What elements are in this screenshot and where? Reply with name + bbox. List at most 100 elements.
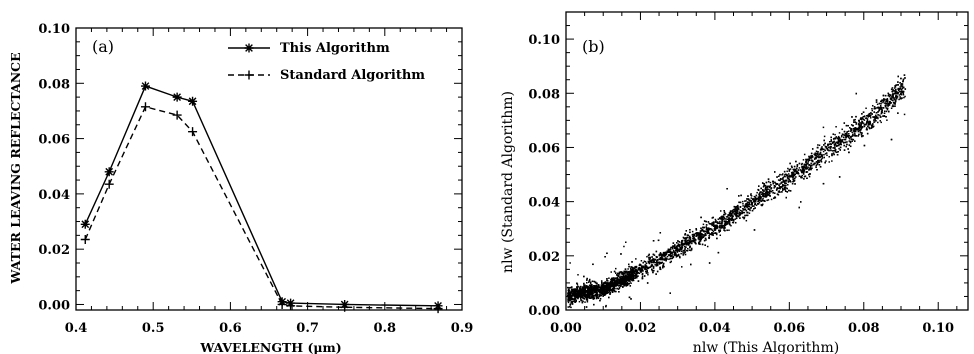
scatter-point [623, 275, 625, 278]
scatter-point [714, 232, 717, 234]
scatter-point [889, 101, 891, 103]
scatter-point [782, 176, 784, 179]
scatter-point [723, 210, 725, 212]
scatter-point [839, 146, 842, 149]
scatter-point [707, 231, 709, 233]
scatter-point [669, 255, 672, 258]
scatter-point [601, 288, 604, 291]
scatter-point [597, 296, 599, 298]
scatter-point [879, 108, 881, 110]
scatter-point [618, 282, 621, 285]
scatter-point [574, 288, 576, 290]
scatter-point [623, 279, 626, 282]
scatter-point [613, 270, 616, 273]
scatter-point [821, 146, 823, 148]
scatter-point [716, 225, 718, 227]
scatter-point [724, 213, 727, 215]
scatter-point [721, 221, 723, 223]
scatter-point [895, 84, 897, 87]
scatter-point [732, 221, 735, 224]
scatter-point [813, 158, 816, 160]
scatter-point [582, 297, 584, 299]
scatter-point [858, 119, 860, 122]
scatter-point [665, 258, 667, 261]
scatter-point [888, 104, 890, 106]
scatter-point [584, 288, 587, 291]
scatter-point [870, 127, 873, 129]
scatter-point [570, 302, 573, 304]
scatter-point [673, 247, 676, 250]
scatter-point [649, 266, 652, 268]
scatter-point [723, 223, 726, 225]
scatter-point [620, 271, 623, 273]
scatter-point [829, 147, 832, 150]
scatter-point [577, 293, 580, 295]
scatter-point [754, 203, 756, 205]
scatter-point [600, 285, 603, 287]
scatter-point [583, 292, 586, 294]
scatter-point [842, 141, 844, 143]
scatter-point [738, 211, 741, 213]
scatter-point [713, 222, 715, 224]
scatter-point [778, 175, 780, 177]
scatter-point [659, 232, 662, 234]
scatter-point [774, 185, 776, 188]
scatter-point [734, 210, 736, 212]
scatter-point [849, 141, 852, 144]
scatter-point [723, 218, 726, 220]
scatter-point [567, 299, 570, 302]
scatter-point [714, 226, 716, 228]
scatter-point [618, 291, 620, 293]
scatter-point [890, 97, 892, 99]
scatter-point [776, 193, 779, 195]
scatter-point [706, 231, 708, 233]
scatter-point [744, 214, 746, 217]
scatter-point [750, 200, 752, 202]
scatter-point [614, 287, 616, 290]
scatter-point [755, 198, 757, 201]
scatter-point [796, 165, 799, 168]
scatter-point [856, 127, 858, 130]
scatter-point [624, 271, 626, 274]
scatter-point [787, 183, 789, 186]
scatter-point [854, 127, 857, 129]
scatter-point [719, 230, 721, 232]
scatter-point [628, 296, 631, 299]
scatter-point [834, 151, 837, 153]
scatter-point [623, 284, 626, 287]
scatter-point [711, 217, 714, 219]
scatter-point [886, 119, 888, 121]
scatter-point [869, 117, 872, 119]
scatter-point [825, 160, 827, 162]
scatter-point [873, 121, 876, 123]
scatter-point [613, 278, 616, 281]
scatter-point [784, 173, 786, 176]
scatter-point [816, 152, 818, 155]
scatter-point [705, 239, 707, 241]
scatter-point [900, 93, 902, 95]
scatter-point [855, 127, 857, 130]
scatter-point [627, 274, 629, 277]
scatter-point [868, 127, 871, 130]
scatter-point [567, 292, 569, 294]
scatter-point [586, 281, 588, 284]
scatter-point [726, 218, 729, 221]
scatter-point [723, 226, 726, 229]
scatter-point [634, 269, 637, 271]
scatter-point [640, 260, 643, 262]
scatter-point [720, 226, 723, 228]
scatter-point [840, 143, 842, 146]
scatter-point [875, 115, 878, 118]
scatter-point [619, 281, 621, 284]
scatter-point [762, 192, 764, 194]
scatter-point [654, 258, 657, 261]
scatter-point [619, 276, 621, 279]
scatter-point [772, 192, 774, 194]
scatter-point [615, 285, 617, 287]
panel-a-legend: This Algorithm Standard Algorithm [228, 41, 425, 83]
scatter-point [735, 217, 738, 220]
scatter-point [771, 190, 774, 192]
scatter-point [712, 221, 715, 223]
scatter-point [610, 281, 613, 284]
scatter-point [783, 170, 786, 173]
